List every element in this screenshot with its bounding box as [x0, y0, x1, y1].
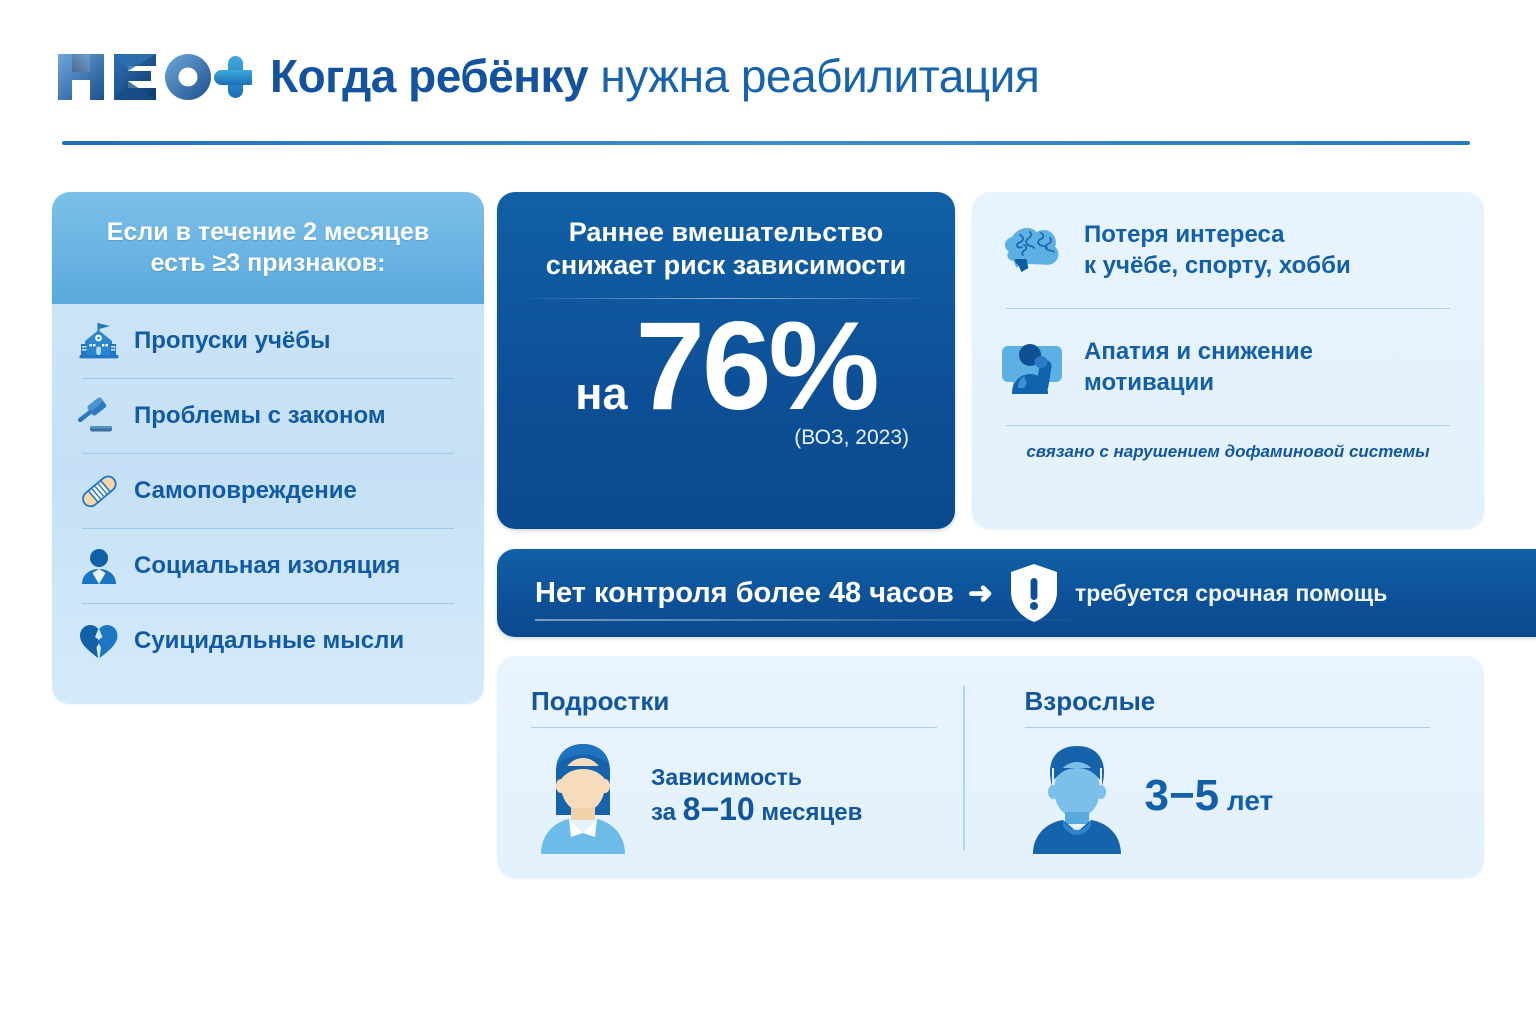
comparison-line2: за 8−10 месяцев — [651, 791, 862, 828]
symptom-label: Апатия и снижение мотивации — [1084, 336, 1313, 398]
list-divider — [1006, 308, 1450, 309]
list-item: Проблемы с законом — [78, 379, 458, 453]
comparison-body: 3−5 лет — [1025, 738, 1451, 854]
comparison-line2-value: 8−10 — [682, 791, 755, 827]
list-item: Пропуски учёбы — [78, 304, 458, 378]
brain-icon — [1000, 223, 1066, 277]
school-icon — [78, 322, 120, 360]
symptoms-footnote: связано с нарушением дофаминовой системы — [1026, 442, 1430, 461]
criteria-label: Пропуски учёбы — [134, 327, 331, 354]
list-divider — [1006, 425, 1450, 426]
adult-man-avatar — [1025, 738, 1129, 854]
header-divider — [62, 141, 1470, 145]
comparison-line2-prefix: за — [651, 799, 683, 826]
stat-headline: Раннее вмешательство снижает риск зависи… — [497, 192, 955, 282]
symptom-label: Потеря интереса к учёбе, спорту, хобби — [1084, 219, 1351, 281]
shield-alert-icon — [1007, 562, 1061, 624]
urgent-underline — [535, 619, 1075, 621]
list-item: Самоповреждение — [78, 454, 458, 528]
list-item: Апатия и снижение мотивации — [972, 309, 1484, 425]
criteria-label: Социальная изоляция — [134, 552, 401, 579]
comparison-body: Зависимость за 8−10 месяцев — [531, 738, 957, 854]
comparison-divider — [1024, 727, 1430, 728]
stat-card: Раннее вмешательство снижает риск зависи… — [497, 192, 955, 529]
urgent-text-right: требуется срочная помощь — [1074, 579, 1388, 606]
stat-value-row: на 76% — [497, 296, 955, 436]
criteria-label: Самоповреждение — [134, 477, 357, 504]
comparison-value-number: 3−5 — [1144, 771, 1220, 820]
page-title-strong: Когда ребёнку — [270, 50, 589, 102]
symptom-line2: к учёбе, спорту, хобби — [1084, 252, 1351, 279]
apathy-person-icon — [1000, 338, 1066, 396]
comparison-line2-suffix: месяцев — [754, 799, 863, 826]
stat-value: 76% — [635, 296, 880, 436]
comparison-column-adults: Взрослые 3−5 лет — [991, 656, 1485, 878]
person-icon — [78, 547, 120, 585]
list-item: Потеря интереса к учёбе, спорту, хобби — [972, 192, 1484, 308]
gavel-icon — [78, 397, 120, 435]
arrow-right-icon: ➜ — [967, 576, 993, 610]
criteria-heading-line1: Если в течение 2 месяцев — [106, 217, 430, 246]
stat-headline-line2: снижает риск зависимости — [545, 249, 907, 280]
page-header: Когда ребёнку нужна реабилитация — [52, 44, 1484, 108]
list-divider — [82, 603, 454, 604]
symptom-line1: Апатия и снижение — [1084, 337, 1314, 365]
list-divider — [82, 528, 454, 529]
comparison-title: Взрослые — [1024, 686, 1156, 716]
comparison-value-unit: лет — [1219, 785, 1274, 816]
comparison-divider — [531, 727, 937, 728]
stat-divider — [531, 297, 921, 299]
comparison-panel: Подростки — [497, 656, 1484, 878]
criteria-label: Проблемы с законом — [134, 402, 386, 429]
urgent-text-left: Нет контроля более 48 часов — [535, 576, 954, 609]
list-divider — [82, 453, 454, 454]
comparison-column-teens: Подростки — [497, 656, 991, 878]
comparison-text: Зависимость за 8−10 месяцев — [651, 764, 862, 828]
comparison-title: Подростки — [531, 686, 670, 716]
stat-source: (ВОЗ, 2023) — [794, 425, 909, 449]
list-item: Суицидальные мысли — [78, 604, 458, 678]
list-divider — [82, 378, 454, 379]
criteria-list: Пропуски учёбы Проблемы с законом — [52, 304, 484, 678]
symptom-line2: мотивации — [1084, 369, 1215, 396]
broken-heart-icon — [78, 622, 120, 660]
criteria-heading-line2: есть ≥3 признаков: — [150, 249, 386, 277]
comparison-value: 3−5 лет — [1145, 771, 1274, 821]
criteria-card-header: Если в течение 2 месяцев есть ≥3 признак… — [52, 192, 484, 304]
comparison-line1: Зависимость — [651, 764, 803, 790]
bandage-icon — [78, 472, 120, 510]
symptom-line1: Потеря интереса — [1084, 220, 1285, 248]
symptoms-card: Потеря интереса к учёбе, спорту, хобби А… — [972, 192, 1484, 529]
page-title: Когда ребёнку нужна реабилитация — [270, 50, 1040, 102]
teen-girl-avatar — [531, 738, 635, 854]
comparison-vertical-divider — [963, 686, 965, 850]
stat-prefix: на — [575, 367, 628, 419]
urgent-banner: Нет контроля более 48 часов ➜ требуется … — [497, 549, 1536, 637]
page-title-light: нужна реабилитация — [588, 50, 1040, 102]
criteria-label: Суицидальные мысли — [134, 627, 405, 654]
neo-plus-logo — [52, 48, 252, 104]
criteria-card: Если в течение 2 месяцев есть ≥3 признак… — [52, 192, 484, 704]
stat-headline-line1: Раннее вмешательство — [568, 217, 884, 247]
list-item: Социальная изоляция — [78, 529, 458, 603]
